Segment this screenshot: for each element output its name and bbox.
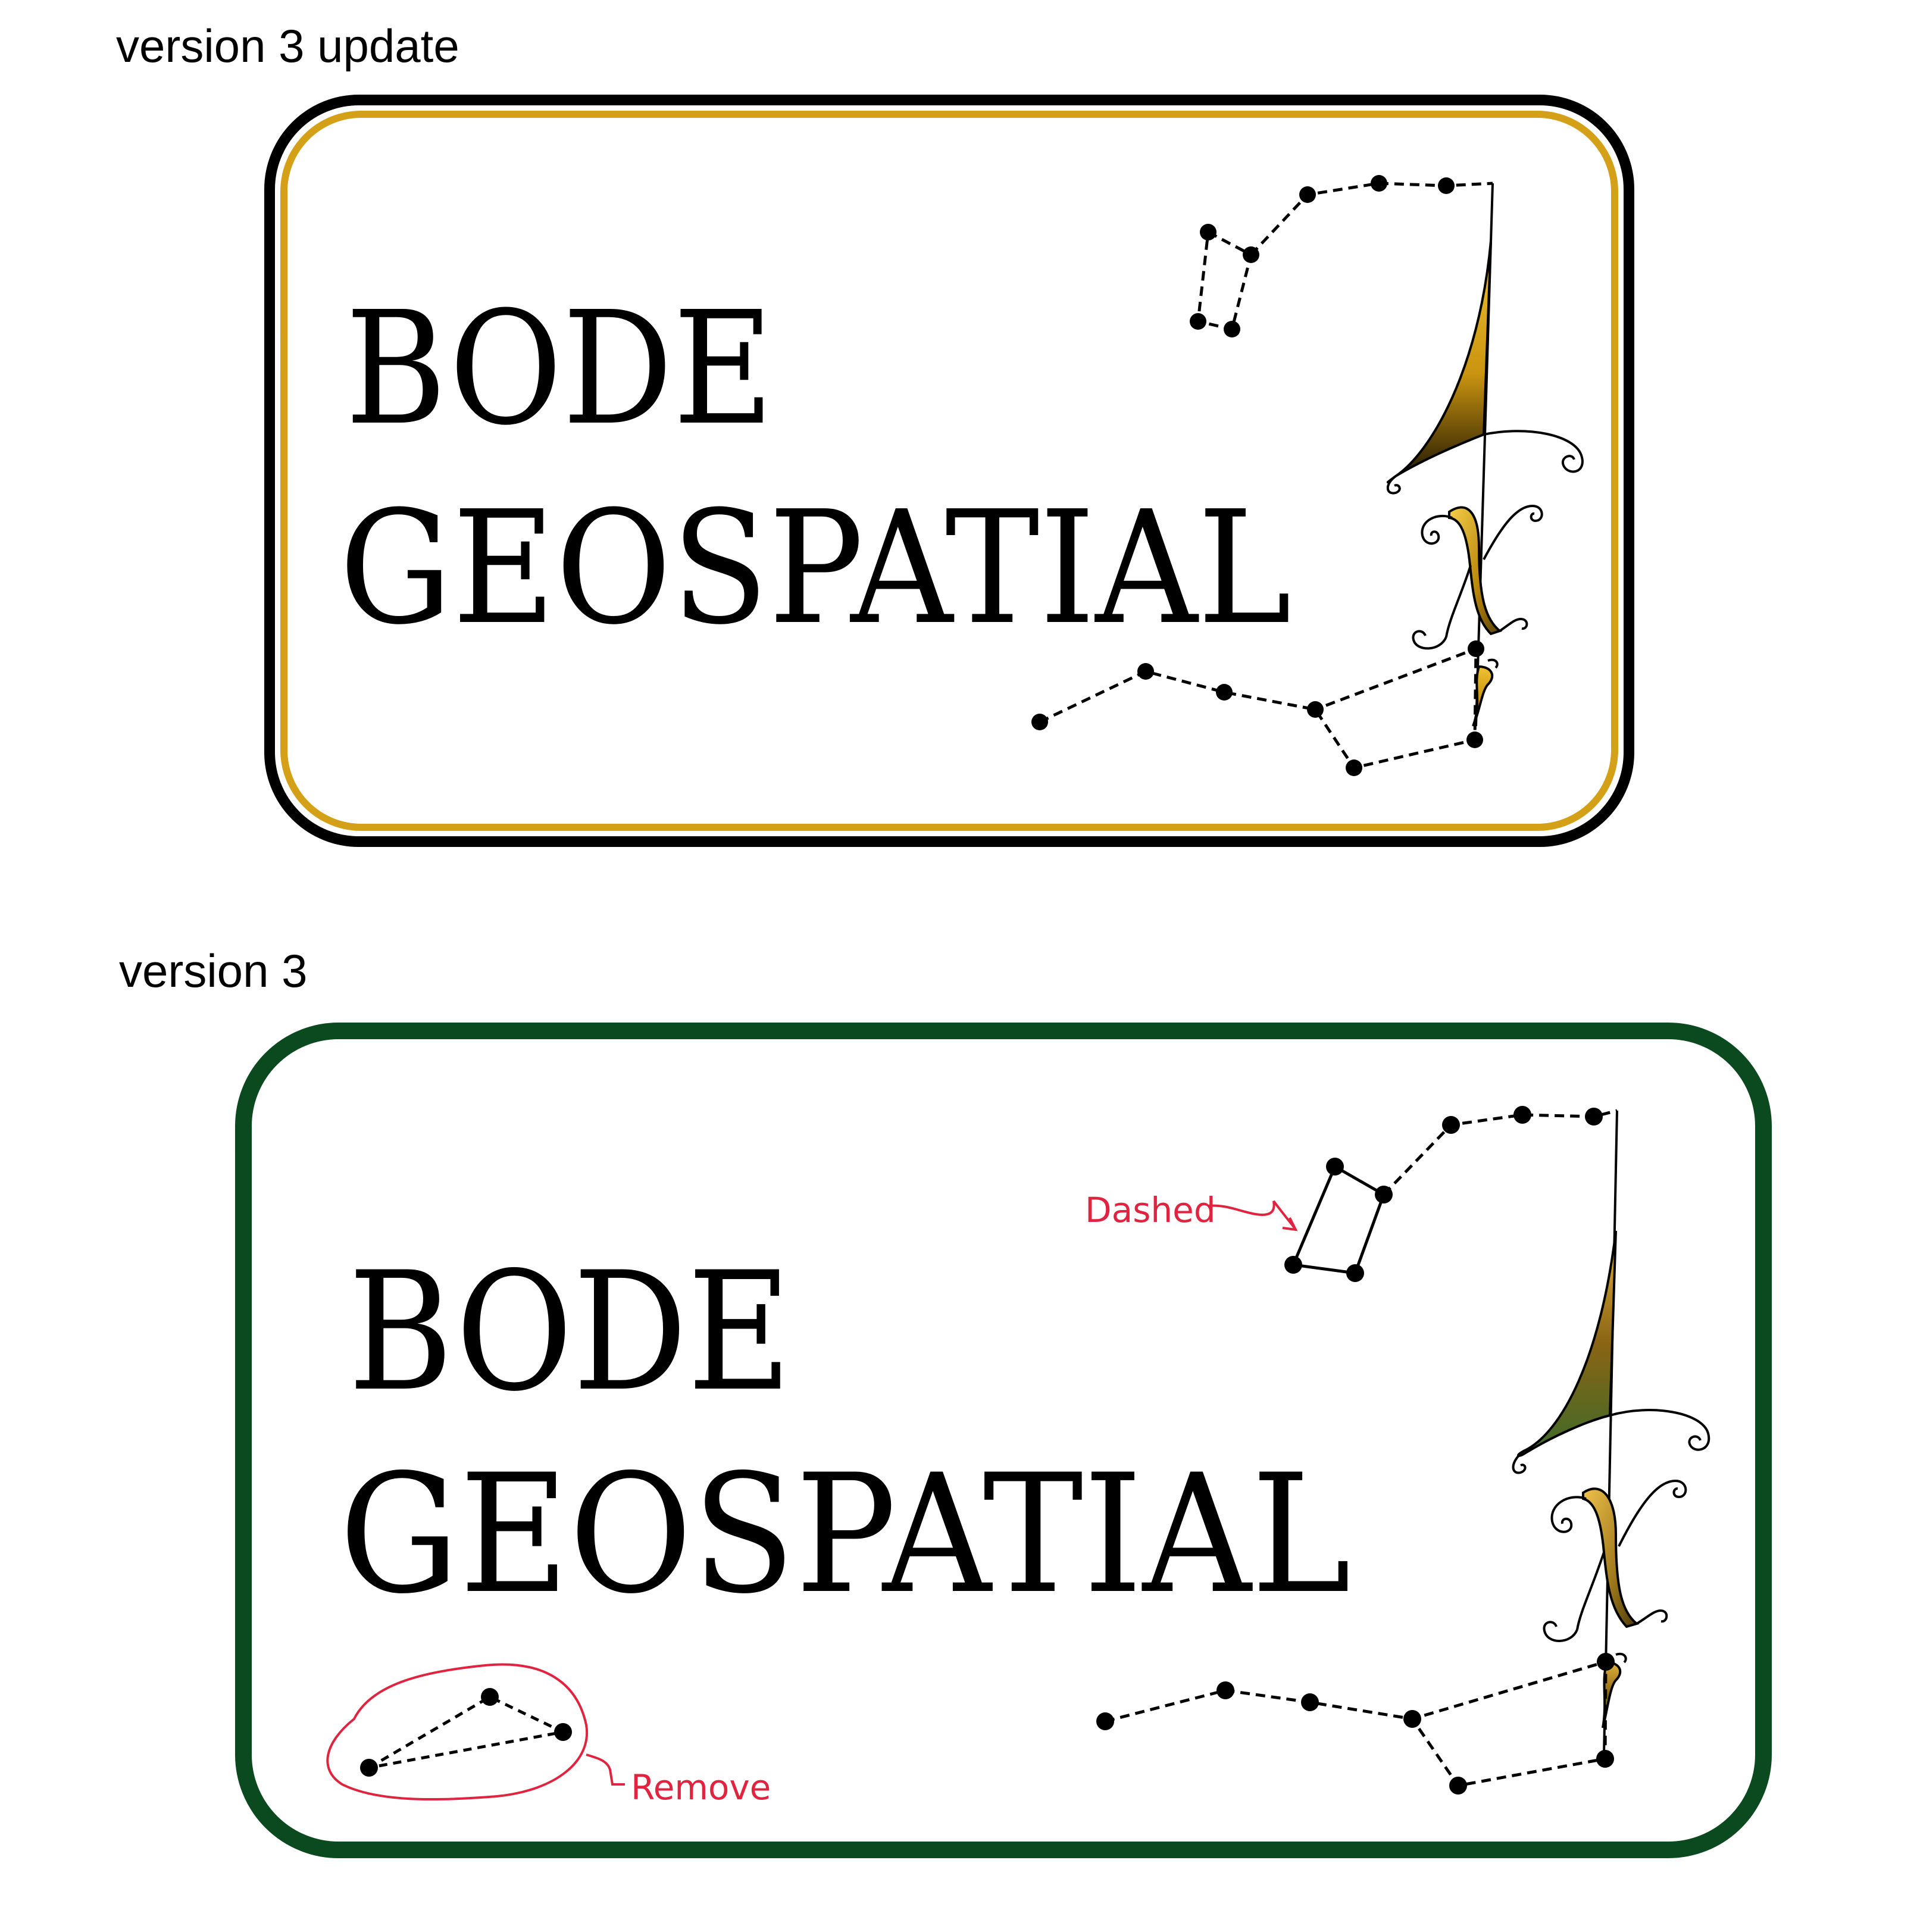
version-3-update-label: version 3 update [116,20,459,72]
annotation-dashed: Dashed [1085,1190,1216,1230]
brand-line-2: GEOSPATIAL [339,477,1291,659]
inner-gold-frame [280,111,1618,831]
brand-line-1: BODE [345,278,774,459]
outer-black-frame [264,95,1634,847]
logo-card-version-3-update: BODE GEOSPATIAL [264,95,1634,847]
annotation-remove: Remove [631,1767,771,1808]
constellation-stars [360,1106,1615,1795]
version-3-label: version 3 [119,945,308,997]
annotation-markup [326,1200,1298,1801]
brand-line-1: BODE [348,1237,792,1427]
brand-line-2: GEOSPATIAL [339,1439,1351,1630]
constellation-stars [1031,175,1484,776]
green-frame [235,1023,1772,1858]
logo-card-version-3: BODE GEOSPATIAL [235,1023,1772,1858]
